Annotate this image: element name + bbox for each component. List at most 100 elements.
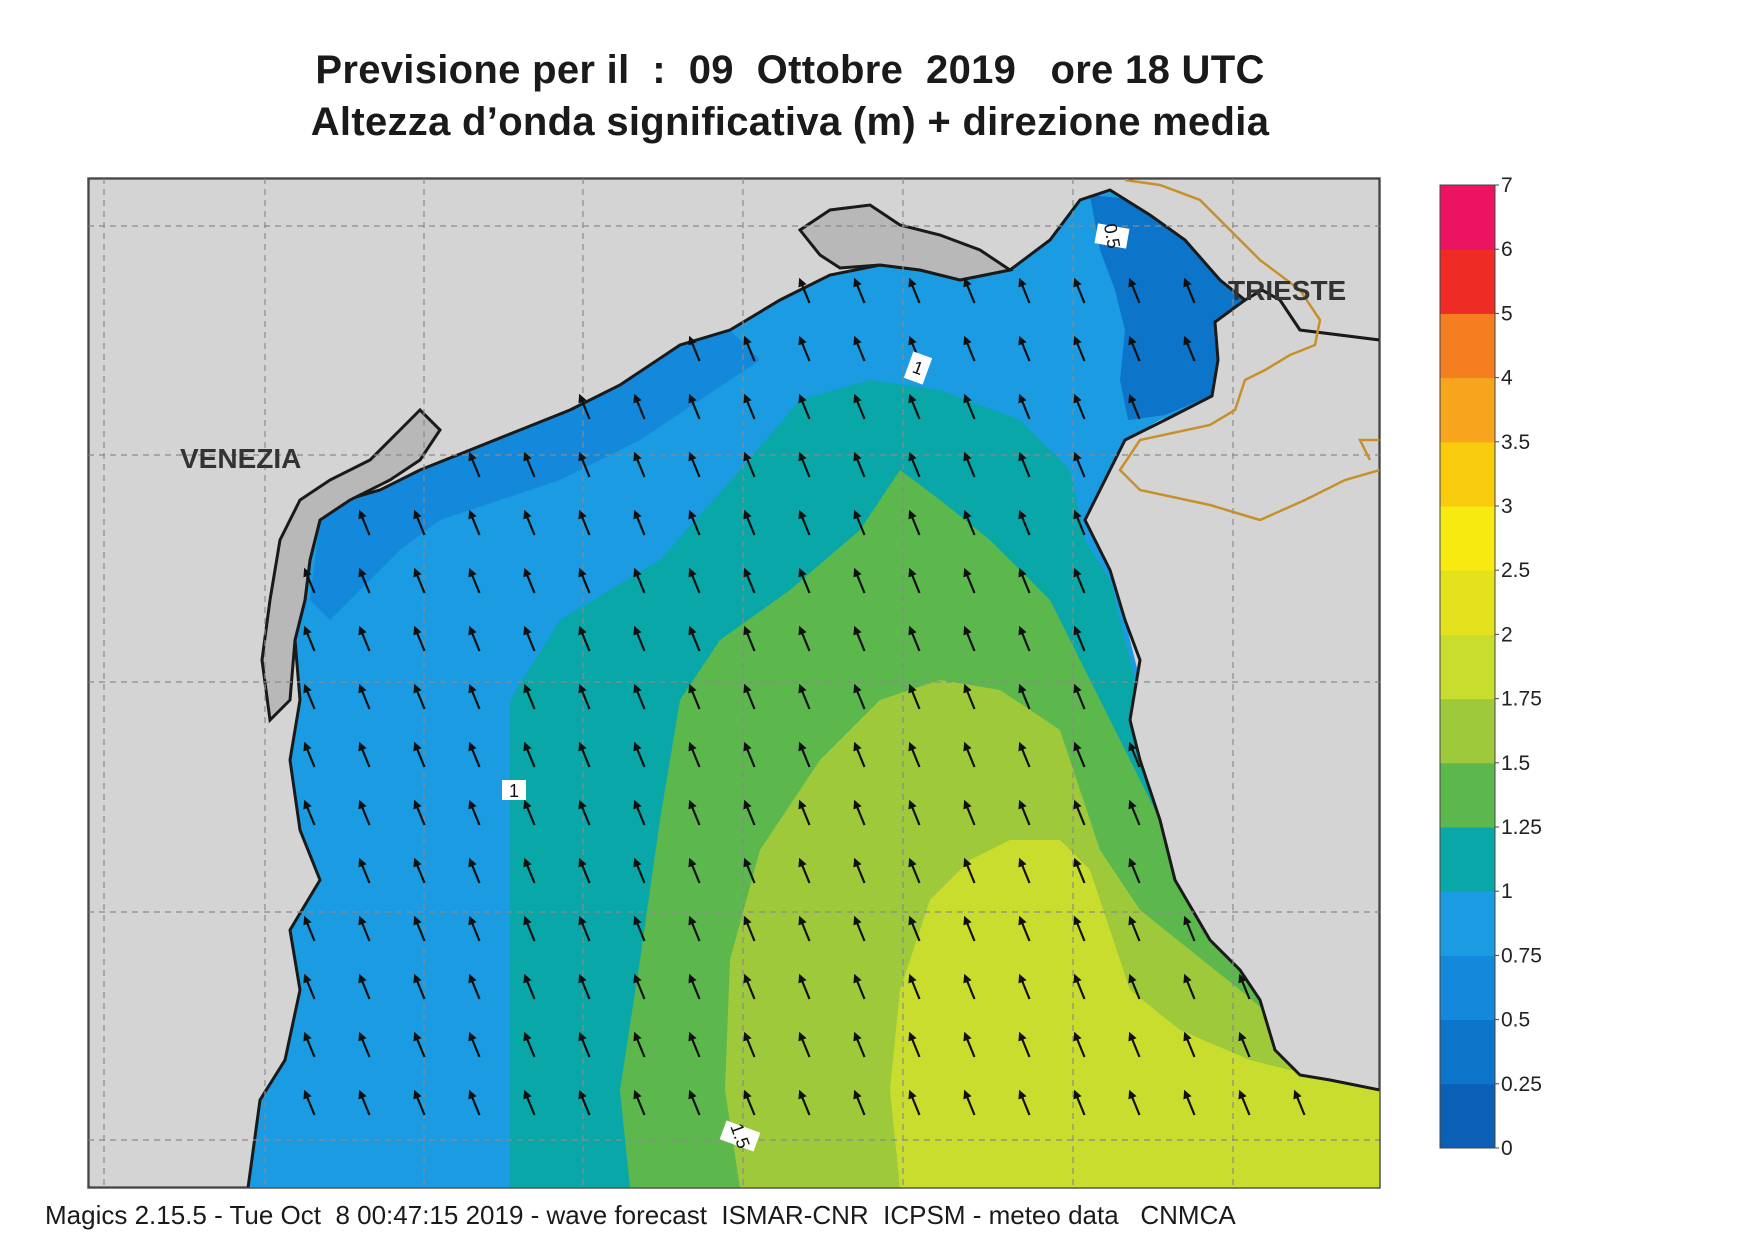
wave-arrow [743, 973, 756, 1000]
wave-arrow [743, 915, 756, 942]
wave-arrow [853, 393, 866, 420]
wave-arrow [743, 741, 756, 768]
wave-arrow [578, 799, 591, 826]
wave-arrow [853, 277, 866, 304]
wave-arrow [578, 509, 591, 536]
wave-arrow [963, 741, 976, 768]
wave-arrow [798, 509, 811, 536]
wave-arrow [468, 567, 481, 594]
wave-arrow [908, 741, 921, 768]
wave-arrow [963, 567, 976, 594]
wave-arrow [1073, 1031, 1086, 1058]
wave-arrow [1018, 857, 1031, 884]
colorbar-label: 0.75 [1501, 944, 1542, 967]
wave-arrow [853, 915, 866, 942]
wave-arrow [798, 741, 811, 768]
wave-arrow [1018, 567, 1031, 594]
wave-arrow [1073, 451, 1086, 478]
wave-arrow [1018, 683, 1031, 710]
wave-arrow [358, 625, 371, 652]
wave-arrow [303, 915, 316, 942]
wave-arrow [413, 973, 426, 1000]
wave-arrow [963, 973, 976, 1000]
colorbar-swatch [1440, 1083, 1495, 1149]
wave-arrow [798, 451, 811, 478]
wave-arrow [908, 451, 921, 478]
wave-arrow [413, 857, 426, 884]
wave-arrow [358, 857, 371, 884]
wave-arrow [908, 1089, 921, 1116]
colorbar-swatch [1440, 955, 1495, 1021]
sea-band-0.25 [1090, 195, 1245, 420]
wave-arrow [468, 741, 481, 768]
colorbar-label: 3.5 [1501, 431, 1530, 454]
wave-arrow [633, 741, 646, 768]
wave-arrow [743, 857, 756, 884]
contour-label-one-west: 1 [502, 780, 526, 801]
wave-arrow [853, 509, 866, 536]
wave-arrow [578, 741, 591, 768]
wave-arrow [303, 625, 316, 652]
wave-arrow [1238, 973, 1251, 1000]
colorbar-label: 1.25 [1501, 816, 1542, 839]
wave-arrow [743, 625, 756, 652]
wave-arrow [523, 683, 536, 710]
wave-arrow [743, 335, 756, 362]
wave-arrow [908, 1031, 921, 1058]
border-line [1118, 178, 1380, 522]
wave-arrow [413, 1031, 426, 1058]
wave-arrow [578, 625, 591, 652]
wave-arrow [743, 1089, 756, 1116]
lagoon-venezia [260, 407, 442, 724]
wave-arrow [578, 973, 591, 1000]
wave-arrow [1183, 973, 1196, 1000]
wave-arrow [578, 567, 591, 594]
wave-arrow [523, 567, 536, 594]
wave-arrow [633, 1089, 646, 1116]
wave-arrow [523, 857, 536, 884]
colorbar-swatch [1440, 698, 1495, 764]
svg-text:1: 1 [509, 781, 519, 801]
wave-arrow [1128, 741, 1141, 768]
wave-arrow [358, 567, 371, 594]
colorbar-label: 0.25 [1501, 1073, 1542, 1096]
wave-arrow [1073, 567, 1086, 594]
colorbar-label: 6 [1501, 238, 1513, 261]
wave-arrow [1018, 509, 1031, 536]
wave-arrow [688, 567, 701, 594]
wave-arrow [798, 683, 811, 710]
wave-arrow [633, 393, 646, 420]
lagoon-grado [797, 203, 1014, 282]
wave-arrow [798, 1031, 811, 1058]
wave-arrow [633, 799, 646, 826]
wave-arrow [853, 1031, 866, 1058]
colorbar-swatch [1440, 377, 1495, 443]
wave-arrow [303, 973, 316, 1000]
colorbar-swatch [1440, 441, 1495, 507]
wave-arrow [1293, 1089, 1306, 1116]
colorbar-label: 1 [1501, 880, 1513, 903]
wave-arrow [468, 625, 481, 652]
wave-arrow [963, 1031, 976, 1058]
wave-arrow [688, 1031, 701, 1058]
wave-arrow [908, 915, 921, 942]
wave-arrow [578, 1089, 591, 1116]
wave-arrow [633, 625, 646, 652]
wave-arrow [1073, 857, 1086, 884]
wave-arrow [963, 1089, 976, 1116]
wave-arrow [578, 915, 591, 942]
wave-arrow [413, 509, 426, 536]
wave-arrow [743, 567, 756, 594]
wave-arrow [853, 799, 866, 826]
colorbar-swatch [1440, 506, 1495, 571]
wave-arrow [798, 393, 811, 420]
wave-arrow [468, 799, 481, 826]
wave-arrow [1073, 509, 1086, 536]
wave-arrow [688, 857, 701, 884]
wave-arrow [963, 451, 976, 478]
wave-arrow [523, 625, 536, 652]
wave-arrow [1073, 799, 1086, 826]
wave-arrow [1128, 915, 1141, 942]
wave-arrow [523, 1031, 536, 1058]
wave-arrow [1183, 335, 1196, 362]
